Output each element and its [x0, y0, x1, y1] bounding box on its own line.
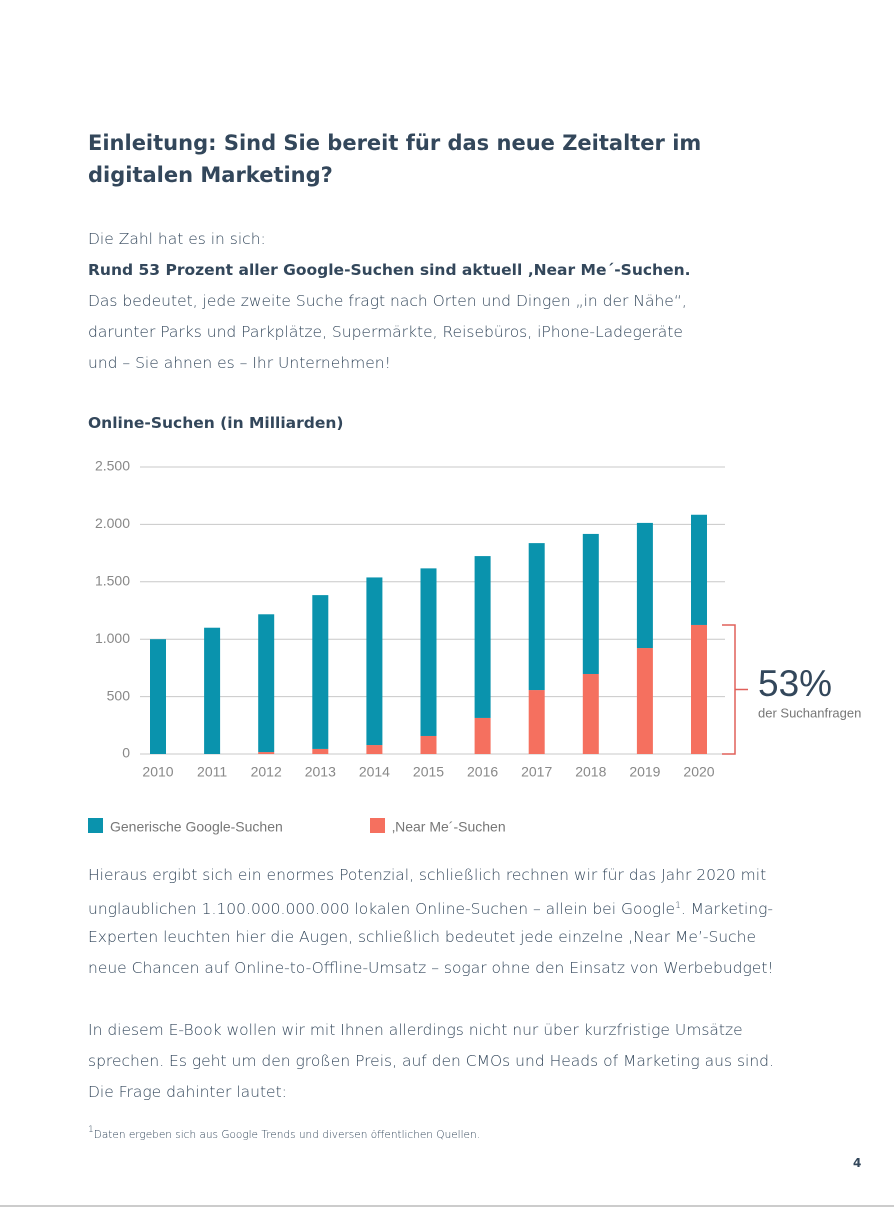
x-tick-label: 2013	[305, 764, 336, 780]
y-tick-label: 1.000	[95, 630, 130, 646]
bar-segment	[474, 717, 491, 754]
text-run: . Marketing-	[680, 900, 773, 918]
y-tick-label: 1.500	[95, 573, 130, 589]
paragraph-line: Die Frage dahinter lautet:	[88, 1083, 287, 1101]
bar-segment	[582, 533, 599, 674]
paragraph-line: Das bedeutet, jede zweite Suche fragt na…	[88, 292, 687, 310]
legend-label: ‚Near Me´-Suchen	[392, 819, 506, 835]
paragraph-line: unglaublichen 1.100.000.000.000 lokalen …	[88, 891, 773, 925]
footnote-ref: 1	[88, 1125, 94, 1135]
bracket	[722, 624, 748, 755]
x-tick-label: 2014	[359, 764, 390, 780]
intro-highlight: Rund 53 Prozent aller Google-Suchen sind…	[88, 261, 691, 279]
bar-segment	[420, 568, 437, 736]
annotation-value: 53%	[758, 663, 832, 704]
paragraph-line: neue Chancen auf Online-to-Offline-Umsat…	[88, 959, 774, 977]
footnote: 1Daten ergeben sich aus Google Trends un…	[88, 1120, 480, 1145]
paragraph-line: Experten leuchten hier die Augen, schlie…	[88, 928, 757, 946]
x-tick-label: 2011	[197, 764, 227, 780]
page-number: 4	[853, 1156, 862, 1170]
x-tick-label: 2010	[142, 764, 173, 780]
bar-segment	[204, 627, 221, 754]
x-tick-label: 2017	[521, 764, 552, 780]
bar-segment	[528, 543, 545, 691]
paragraph-line: Hieraus ergibt sich ein enormes Potenzia…	[88, 866, 767, 884]
legend-swatch	[370, 818, 385, 833]
bar-segment	[420, 735, 437, 754]
x-tick-label: 2018	[575, 764, 606, 780]
bar-segment	[366, 577, 383, 746]
bar-segment	[150, 639, 166, 754]
legend-swatch	[88, 818, 103, 833]
paragraph-line: darunter Parks und Parkplätze, Supermärk…	[88, 323, 683, 341]
paragraph-line: In diesem E-Book wollen wir mit Ihnen al…	[88, 1021, 743, 1039]
bar-segment	[636, 648, 653, 754]
y-tick-label: 2.000	[95, 515, 130, 531]
bar-segment	[258, 752, 275, 754]
chart-title: Online-Suchen (in Milliarden)	[88, 414, 344, 432]
bar-segment	[528, 690, 545, 754]
x-tick-label: 2015	[413, 764, 444, 780]
bar-segment	[312, 595, 329, 749]
x-tick-label: 2020	[683, 764, 714, 780]
x-tick-label: 2012	[251, 764, 282, 780]
annotation-caption: der Suchanfragen	[758, 705, 861, 720]
paragraph-line: sprechen. Es geht um den großen Preis, a…	[88, 1052, 774, 1070]
y-tick-label: 2.500	[95, 458, 130, 474]
bar-segment	[312, 748, 329, 754]
bar-segment	[636, 522, 653, 649]
text-run: unglaublichen 1.100.000.000.000 lokalen …	[88, 900, 676, 918]
heading: Einleitung: Sind Sie bereit für das neue…	[88, 131, 702, 155]
bar-segment	[474, 556, 491, 718]
bar-segment	[258, 614, 275, 753]
bar-segment	[691, 624, 707, 754]
heading: digitalen Marketing?	[88, 163, 333, 187]
intro-lead: Die Zahl hat es in sich:	[88, 230, 266, 248]
bar-segment	[691, 514, 707, 625]
x-tick-label: 2016	[467, 764, 498, 780]
footnote-ref: 1	[675, 901, 681, 911]
legend-label: Generische Google-Suchen	[110, 819, 283, 835]
y-tick-label: 500	[107, 687, 131, 703]
paragraph-line: und – Sie ahnen es – Ihr Unternehmen!	[88, 354, 391, 372]
bar-segment	[366, 745, 383, 754]
y-tick-label: 0	[122, 745, 130, 761]
bar-segment	[582, 673, 599, 754]
x-tick-label: 2019	[629, 764, 660, 780]
text-run: Daten ergeben sich aus Google Trends und…	[93, 1129, 480, 1141]
